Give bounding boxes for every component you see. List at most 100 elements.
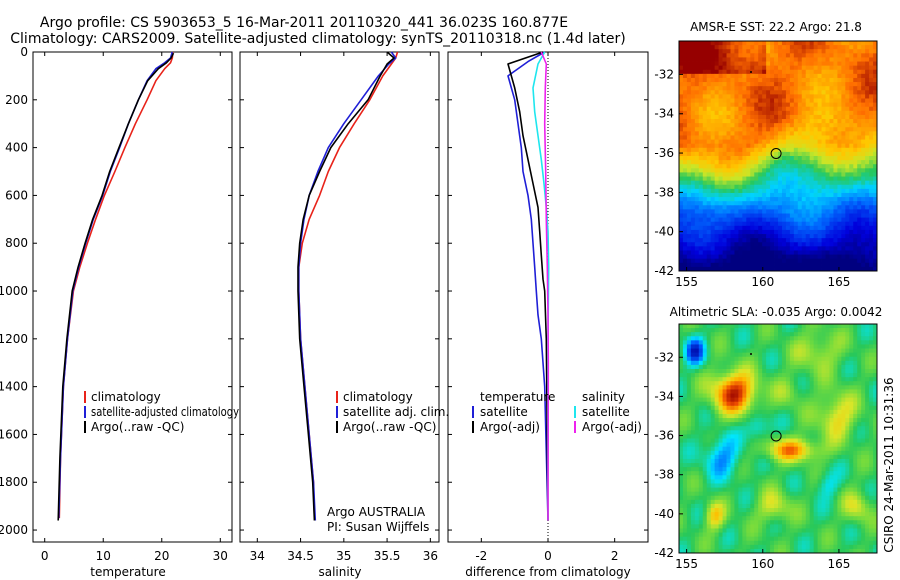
map-cell (710, 41, 716, 46)
map-cell (833, 123, 838, 128)
map-cell (734, 401, 739, 407)
map-cell (682, 364, 688, 370)
map-cell (809, 139, 815, 145)
map-cell (829, 41, 834, 46)
map-cell (758, 131, 763, 136)
x-tick-label: 165 (827, 275, 850, 289)
map-cell (857, 77, 862, 83)
map-cell (785, 368, 791, 374)
map-cell (734, 442, 739, 448)
map-cell (766, 180, 771, 186)
map-cell (758, 176, 763, 182)
map-cell (754, 225, 759, 231)
map-cell (785, 450, 791, 456)
map-cell (809, 176, 815, 182)
map-cell (762, 454, 767, 460)
map-cell (742, 184, 747, 190)
map-cell (781, 336, 787, 341)
map-cell (686, 373, 692, 378)
map-cell (710, 471, 716, 476)
map-cell (861, 188, 866, 194)
map-cell (789, 360, 795, 366)
map-cell (762, 123, 767, 128)
map-cell (722, 336, 727, 341)
map-cell (781, 377, 787, 382)
map-cell (698, 385, 704, 390)
map-cell (841, 397, 846, 403)
map-cell (690, 143, 696, 149)
map-cell (710, 217, 716, 223)
map-cell (770, 156, 775, 161)
map-cell (825, 147, 830, 153)
map-cell (714, 57, 719, 62)
map-cell (793, 49, 799, 54)
map-cell (793, 467, 799, 472)
map-cell (750, 438, 755, 443)
map-cell (774, 454, 779, 460)
map-cell (742, 458, 747, 464)
map-cell (797, 82, 803, 87)
map-cell (825, 377, 830, 382)
map-cell (714, 389, 719, 394)
map-cell (726, 147, 731, 153)
map-cell (778, 102, 783, 108)
map-cell (869, 53, 874, 58)
map-cell (865, 389, 870, 394)
map-cell (770, 176, 775, 182)
map-cell (857, 217, 862, 223)
map-cell (778, 188, 783, 194)
map-cell (785, 385, 791, 390)
map-cell (770, 262, 775, 268)
map-cell (694, 479, 700, 484)
legend-item: Argo(-adj) (480, 420, 540, 434)
map-cell (694, 356, 700, 362)
map-cell (726, 192, 731, 198)
map-cell (801, 69, 807, 75)
map-cell (785, 53, 791, 58)
map-cell (813, 234, 818, 239)
map-cell (706, 356, 712, 362)
map-cell (706, 422, 712, 427)
map-cell (734, 102, 739, 108)
map-cell (694, 73, 700, 79)
map-cell (861, 45, 866, 50)
map-cell (837, 483, 842, 488)
map-cell (801, 373, 807, 378)
map-cell (682, 442, 688, 448)
map-cell (809, 446, 815, 452)
map-cell (833, 45, 838, 50)
map-cell (738, 328, 743, 333)
map-cell (698, 250, 704, 255)
map-cell (853, 197, 858, 202)
map-cell (781, 53, 787, 58)
map-cell (805, 106, 811, 112)
map-cell (841, 348, 846, 354)
map-cell (706, 77, 712, 83)
y-tick-label: -36 (654, 146, 674, 160)
map-cell (873, 86, 878, 91)
map-cell (813, 344, 818, 349)
map-cell (805, 328, 811, 333)
map-cell (694, 364, 700, 370)
map-cell (781, 127, 787, 132)
map-cell (797, 385, 803, 390)
map-cell (762, 94, 767, 99)
map-cell (686, 106, 692, 112)
map-cell (722, 397, 727, 403)
map-cell (821, 221, 826, 227)
map-cell (679, 479, 684, 484)
map-cell (758, 483, 763, 488)
temperature-panel: 0 10 20 30020040060080010001200140016001800… (0, 45, 239, 579)
map-cell (738, 229, 743, 235)
map-cell (845, 213, 850, 219)
map-cell (766, 65, 771, 71)
map-cell (774, 377, 779, 382)
map-cell (817, 147, 822, 153)
map-cell (706, 69, 712, 75)
map-cell (742, 151, 747, 157)
map-cell (841, 160, 846, 165)
map-cell (857, 168, 862, 173)
map-cell (690, 160, 696, 165)
map-cell (726, 225, 731, 231)
map-cell (714, 205, 719, 210)
